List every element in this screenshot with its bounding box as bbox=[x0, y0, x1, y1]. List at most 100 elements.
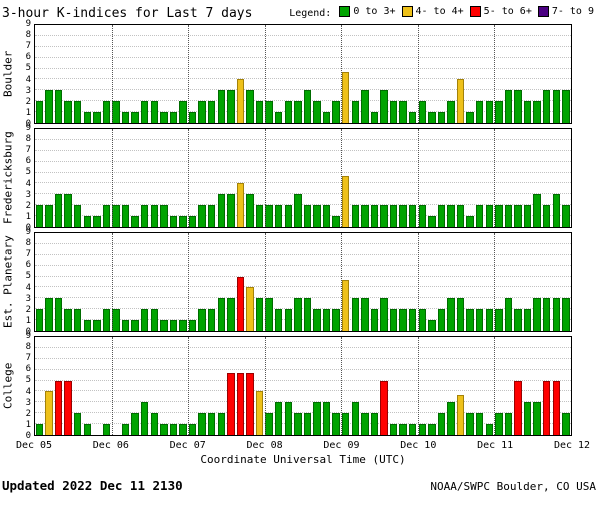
k-bar bbox=[313, 205, 321, 227]
y-tick-label: 6 bbox=[25, 52, 31, 63]
k-bar bbox=[255, 298, 264, 331]
h-gridline bbox=[35, 160, 571, 162]
k-bar bbox=[150, 205, 159, 227]
day-gridline bbox=[417, 233, 419, 331]
station-label: College bbox=[1, 362, 15, 410]
k-bar bbox=[93, 320, 101, 331]
k-bar bbox=[131, 112, 139, 123]
legend-swatch-icon bbox=[469, 6, 481, 17]
k-bar bbox=[447, 101, 455, 123]
k-bar bbox=[169, 424, 178, 435]
day-gridline bbox=[341, 233, 343, 331]
y-tick-label: 2 bbox=[25, 304, 31, 315]
h-gridline bbox=[35, 34, 571, 36]
y-tick-label: 8 bbox=[25, 134, 31, 145]
y-tick-label: 3 bbox=[25, 189, 31, 200]
h-gridline bbox=[35, 67, 571, 69]
k-bar bbox=[274, 402, 283, 435]
h-gridline bbox=[35, 286, 571, 288]
k-bar bbox=[35, 205, 44, 227]
y-tick-label: 4 bbox=[25, 178, 31, 189]
legend-entry-label: 7- to 9 bbox=[551, 6, 594, 17]
k-bar bbox=[73, 413, 82, 435]
day-gridline bbox=[264, 337, 266, 435]
k-bar bbox=[45, 90, 53, 123]
y-tick-label: 2 bbox=[25, 408, 31, 419]
k-bar bbox=[207, 205, 216, 227]
k-bar bbox=[284, 309, 293, 331]
k-bar bbox=[121, 205, 130, 227]
y-tick-label: 7 bbox=[25, 145, 31, 156]
k-bar bbox=[475, 413, 484, 435]
k-bar bbox=[523, 402, 532, 435]
k-bar bbox=[514, 205, 522, 227]
y-tick-label: 5 bbox=[25, 271, 31, 282]
plot-area bbox=[34, 24, 572, 124]
k-bar bbox=[514, 309, 522, 331]
k-bar bbox=[294, 413, 302, 435]
k-bar bbox=[160, 112, 168, 123]
k-bar bbox=[313, 101, 321, 123]
k-bar bbox=[102, 424, 111, 435]
k-bar bbox=[35, 424, 44, 435]
legend: Legend: 0 to 3+ 4- to 4+ 5- to 6+ 7- to 9 bbox=[289, 6, 594, 20]
k-bar bbox=[93, 216, 101, 227]
k-bar bbox=[495, 101, 503, 123]
k-bar bbox=[160, 424, 168, 435]
k-bar bbox=[83, 112, 92, 123]
y-tick-label: 2 bbox=[25, 96, 31, 107]
legend-item: 4- to 4+ bbox=[401, 6, 464, 17]
h-gridline bbox=[35, 100, 571, 102]
k-bar bbox=[361, 90, 369, 123]
y-tick-label: 6 bbox=[25, 260, 31, 271]
k-bar bbox=[64, 380, 72, 435]
k-bar bbox=[54, 194, 63, 227]
k-bar bbox=[303, 413, 312, 435]
k-bar bbox=[227, 298, 235, 331]
k-bar bbox=[447, 402, 455, 435]
legend-swatch-icon bbox=[537, 6, 549, 17]
chart-header: 3-hour K-indices for Last 7 days Legend:… bbox=[0, 3, 600, 24]
x-tick-label: Dec 09 bbox=[323, 440, 360, 451]
k-bar bbox=[169, 112, 178, 123]
day-gridline bbox=[341, 25, 343, 123]
chart-footer: Updated 2022 Dec 11 2130 NOAA/SWPC Bould… bbox=[0, 468, 600, 493]
k-bar bbox=[54, 380, 63, 435]
h-gridline bbox=[35, 319, 571, 321]
day-gridline bbox=[417, 337, 419, 435]
k-bar bbox=[399, 101, 407, 123]
k-bar bbox=[322, 205, 331, 227]
k-bar bbox=[102, 309, 111, 331]
k-bar bbox=[437, 413, 446, 435]
k-bar bbox=[274, 205, 283, 227]
k-bar bbox=[552, 298, 561, 331]
k-bar bbox=[533, 101, 541, 123]
k-bar bbox=[198, 101, 206, 123]
x-tick-label: Dec 10 bbox=[400, 440, 437, 451]
k-bar bbox=[265, 101, 273, 123]
day-gridline bbox=[494, 337, 496, 435]
h-gridline bbox=[35, 412, 571, 414]
y-tick-label: 7 bbox=[25, 249, 31, 260]
h-gridline bbox=[35, 264, 571, 266]
h-gridline bbox=[35, 242, 571, 244]
h-gridline bbox=[35, 215, 571, 217]
k-bar bbox=[140, 402, 149, 435]
plot-area bbox=[34, 336, 572, 436]
y-tick-label: 9 bbox=[25, 331, 31, 341]
k-bar bbox=[227, 372, 235, 435]
k-bar bbox=[552, 380, 561, 435]
k-bar bbox=[284, 101, 293, 123]
k-bar bbox=[274, 309, 283, 331]
k-bar bbox=[140, 309, 149, 331]
k-bar bbox=[466, 309, 474, 331]
day-gridline bbox=[188, 233, 190, 331]
credit-text: NOAA/SWPC Boulder, CO USA bbox=[430, 480, 596, 493]
day-gridline bbox=[111, 337, 113, 435]
h-gridline bbox=[35, 423, 571, 425]
x-tick-label: Dec 11 bbox=[477, 440, 514, 451]
k-bar bbox=[437, 309, 446, 331]
k-bar bbox=[562, 90, 570, 123]
k-bar bbox=[45, 205, 53, 227]
